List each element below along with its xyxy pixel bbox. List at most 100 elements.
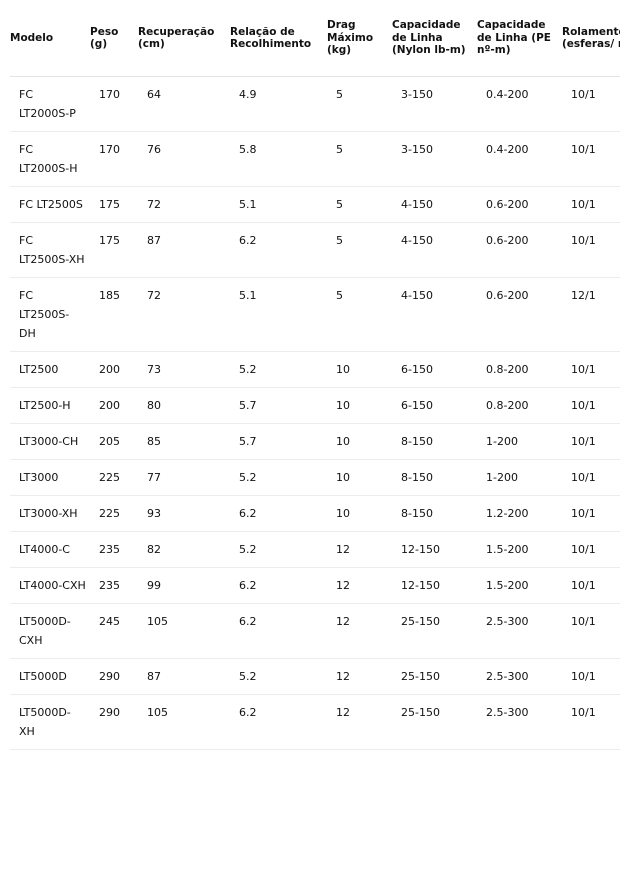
table-cell: 6.2 bbox=[230, 603, 327, 659]
table-cell: 5 bbox=[327, 277, 392, 352]
table-cell: 10/1 bbox=[562, 694, 620, 750]
model-cell: LT3000-XH bbox=[10, 495, 90, 532]
table-cell: 5.7 bbox=[230, 387, 327, 424]
table-cell: 6.2 bbox=[230, 222, 327, 278]
header-row: Modelo Peso (g) Recuperação (cm) Relação de… bbox=[10, 0, 620, 77]
model-cell: LT5000D-XH bbox=[10, 694, 90, 750]
model-cell: LT2500-H bbox=[10, 387, 90, 424]
table-row: LT3000 225 77 5.2 10 8-150 1-200 10/1 bbox=[10, 459, 620, 496]
table-cell: 1.2-200 bbox=[477, 495, 562, 532]
table-cell: 5.1 bbox=[230, 186, 327, 223]
table-row: FC LT2000S-P 170 64 4.9 5 3-150 0.4-200 10/1 bbox=[10, 76, 620, 132]
table-cell: 77 bbox=[138, 459, 230, 496]
table-row: LT2500-H 200 80 5.7 10 6-150 0.8-200 10/1 bbox=[10, 387, 620, 424]
table-cell: 10/1 bbox=[562, 495, 620, 532]
table-cell: 76 bbox=[138, 131, 230, 187]
table-cell: 0.6-200 bbox=[477, 277, 562, 352]
table-cell: 200 bbox=[90, 387, 138, 424]
table-row: FC LT2500S 175 72 5.1 5 4-150 0.6-200 10/1 bbox=[10, 186, 620, 223]
table-cell: 85 bbox=[138, 423, 230, 460]
table-cell: 5.7 bbox=[230, 423, 327, 460]
model-cell: LT3000-CH bbox=[10, 423, 90, 460]
model-cell: FC LT2000S-P bbox=[10, 76, 90, 132]
table-body: FC LT2000S-P 170 64 4.9 5 3-150 0.4-200 10/1 FC … bbox=[10, 76, 620, 750]
table-cell: 10/1 bbox=[562, 131, 620, 187]
table-cell: 12 bbox=[327, 658, 392, 695]
table-cell: 0.6-200 bbox=[477, 186, 562, 223]
model-cell: LT5000D bbox=[10, 658, 90, 695]
column-header: Modelo bbox=[10, 0, 90, 77]
table-cell: 200 bbox=[90, 351, 138, 388]
table-cell: 290 bbox=[90, 694, 138, 750]
table-cell: 10 bbox=[327, 387, 392, 424]
table-cell: 5.2 bbox=[230, 658, 327, 695]
table-cell: 225 bbox=[90, 495, 138, 532]
table-cell: 25-150 bbox=[392, 603, 477, 659]
table-cell: 10 bbox=[327, 423, 392, 460]
table-cell: 4-150 bbox=[392, 277, 477, 352]
model-cell: LT4000-C bbox=[10, 531, 90, 568]
model-cell: LT3000 bbox=[10, 459, 90, 496]
table-cell: 2.5-300 bbox=[477, 694, 562, 750]
table-cell: 12 bbox=[327, 531, 392, 568]
table-cell: 0.4-200 bbox=[477, 76, 562, 132]
table-cell: 10 bbox=[327, 495, 392, 532]
table-row: LT4000-CXH 235 99 6.2 12 12-150 1.5-200 10/1 bbox=[10, 567, 620, 604]
table-cell: 12 bbox=[327, 694, 392, 750]
table-cell: 290 bbox=[90, 658, 138, 695]
table-cell: 6.2 bbox=[230, 567, 327, 604]
column-header: Rolamentos (esferas/ roletes) bbox=[562, 0, 620, 77]
table-cell: 3-150 bbox=[392, 76, 477, 132]
table-cell: 10/1 bbox=[562, 603, 620, 659]
table-cell: 4.9 bbox=[230, 76, 327, 132]
column-header: Capacidade de Linha (Nylon lb-m) bbox=[392, 0, 477, 77]
table-cell: 1-200 bbox=[477, 423, 562, 460]
table-cell: 2.5-300 bbox=[477, 658, 562, 695]
table-cell: 5.8 bbox=[230, 131, 327, 187]
table-row: LT5000D-CXH 245 105 6.2 12 25-150 2.5-300 10/1 bbox=[10, 603, 620, 659]
table-cell: 8-150 bbox=[392, 459, 477, 496]
table-cell: 10/1 bbox=[562, 423, 620, 460]
table-cell: 10/1 bbox=[562, 186, 620, 223]
table-cell: 10/1 bbox=[562, 222, 620, 278]
column-header: Drag Máximo (kg) bbox=[327, 0, 392, 77]
table-cell: 10/1 bbox=[562, 567, 620, 604]
table-row: LT3000-CH 205 85 5.7 10 8-150 1-200 10/1 bbox=[10, 423, 620, 460]
table-cell: 2.5-300 bbox=[477, 603, 562, 659]
table-row: LT5000D 290 87 5.2 12 25-150 2.5-300 10/1 bbox=[10, 658, 620, 695]
table-cell: 25-150 bbox=[392, 694, 477, 750]
table-cell: 6.2 bbox=[230, 495, 327, 532]
table-cell: 175 bbox=[90, 222, 138, 278]
table-cell: 6.2 bbox=[230, 694, 327, 750]
table-cell: 5.2 bbox=[230, 351, 327, 388]
table-cell: 72 bbox=[138, 277, 230, 352]
table-cell: 12 bbox=[327, 567, 392, 604]
table-row: FC LT2500S-XH 175 87 6.2 5 4-150 0.6-200 10/1 bbox=[10, 222, 620, 278]
table-cell: 170 bbox=[90, 131, 138, 187]
table-cell: 5 bbox=[327, 131, 392, 187]
table-cell: 0.4-200 bbox=[477, 131, 562, 187]
table-cell: 12-150 bbox=[392, 531, 477, 568]
table-cell: 10/1 bbox=[562, 76, 620, 132]
table-cell: 73 bbox=[138, 351, 230, 388]
table-cell: 0.8-200 bbox=[477, 351, 562, 388]
table-cell: 10 bbox=[327, 351, 392, 388]
table-cell: 12 bbox=[327, 603, 392, 659]
spec-table: Modelo Peso (g) Recuperação (cm) Relação de… bbox=[10, 0, 620, 750]
model-cell: LT2500 bbox=[10, 351, 90, 388]
table-cell: 5.2 bbox=[230, 531, 327, 568]
table-cell: 4-150 bbox=[392, 186, 477, 223]
table-cell: 6-150 bbox=[392, 387, 477, 424]
model-cell: FC LT2500S-DH bbox=[10, 277, 90, 352]
table-cell: 3-150 bbox=[392, 131, 477, 187]
table-cell: 80 bbox=[138, 387, 230, 424]
model-cell: LT4000-CXH bbox=[10, 567, 90, 604]
table-cell: 105 bbox=[138, 603, 230, 659]
table-cell: 6-150 bbox=[392, 351, 477, 388]
table-cell: 170 bbox=[90, 76, 138, 132]
table-cell: 10/1 bbox=[562, 387, 620, 424]
table-cell: 5.1 bbox=[230, 277, 327, 352]
table-row: LT3000-XH 225 93 6.2 10 8-150 1.2-200 10/1 bbox=[10, 495, 620, 532]
model-cell: FC LT2500S bbox=[10, 186, 90, 223]
